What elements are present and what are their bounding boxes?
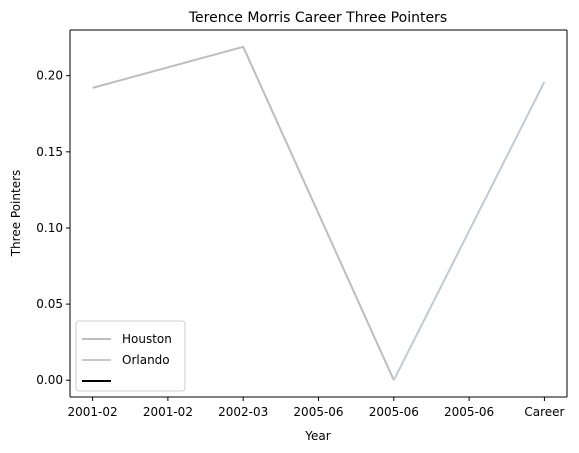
y-tick-label: 0.00 <box>36 373 63 387</box>
legend: Houston Orlando <box>75 320 186 392</box>
series-line-0 <box>92 45 395 381</box>
x-tick-label: Career <box>524 405 564 419</box>
y-axis-label: Three Pointers <box>9 170 23 258</box>
chart-title: Terence Morris Career Three Pointers <box>188 10 447 26</box>
x-axis-label: Year <box>304 429 330 443</box>
y-tick-label: 0.20 <box>36 69 63 83</box>
y-tick-label: 0.15 <box>36 145 63 159</box>
y-tick-label: 0.10 <box>36 221 63 235</box>
legend-label-1: Orlando <box>122 353 170 367</box>
x-tick-label: 2001-02 <box>68 405 118 419</box>
x-tick-label: 2005-06 <box>444 405 494 419</box>
series-layer <box>92 45 546 381</box>
series-line-1 <box>392 81 546 381</box>
x-tick-label: 2002-03 <box>218 405 268 419</box>
x-tick-label: 2005-06 <box>293 405 343 419</box>
ticks-layer: 2001-02 2001-02 2002-03 2005-06 2005-06 2005-… <box>36 69 564 419</box>
x-tick-label: 2001-02 <box>143 405 193 419</box>
y-tick-label: 0.05 <box>36 297 63 311</box>
x-tick-label: 2005-06 <box>369 405 419 419</box>
legend-label-0: Houston <box>122 332 172 346</box>
